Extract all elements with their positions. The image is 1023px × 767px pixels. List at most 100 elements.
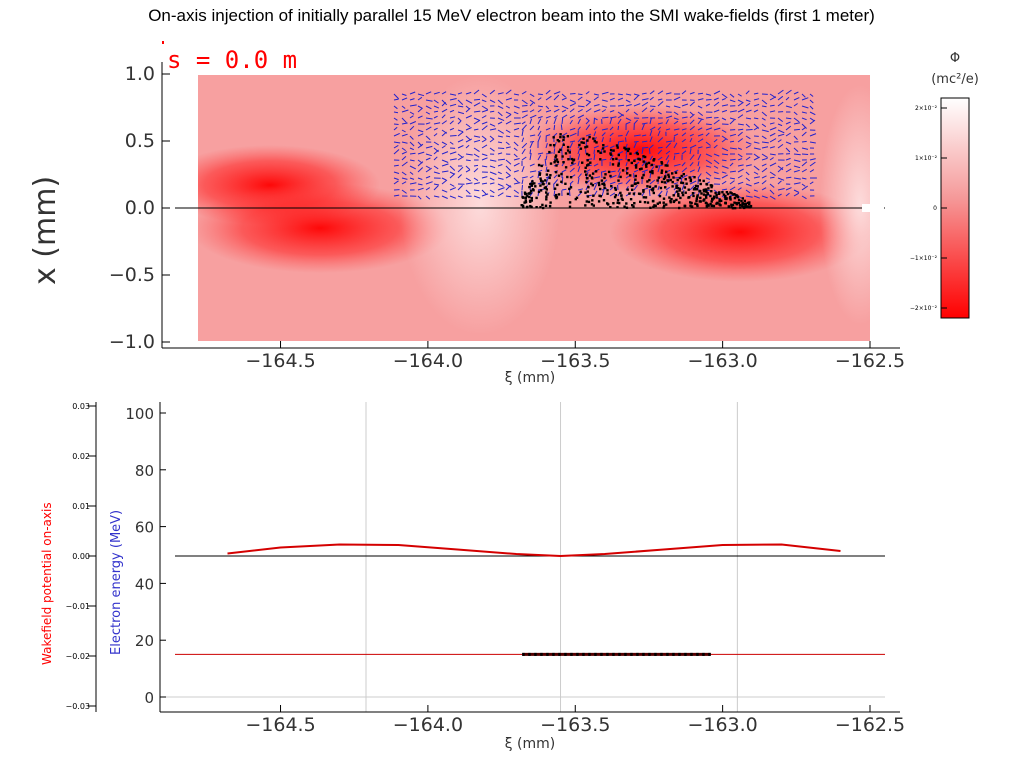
beam-particle — [718, 191, 721, 194]
beam-particle — [712, 197, 715, 200]
x-tick-label-top: −163.0 — [687, 350, 757, 372]
beam-particle — [626, 167, 629, 170]
field-vector — [657, 111, 662, 115]
beam-particle — [617, 179, 620, 182]
beam-particle — [614, 186, 617, 190]
field-vector — [425, 145, 433, 149]
beam-particle — [568, 187, 571, 191]
beam-particle — [598, 183, 601, 187]
field-vector — [449, 158, 457, 161]
field-vector — [473, 147, 480, 153]
beam-particle — [534, 185, 537, 188]
beam-particle — [602, 199, 606, 202]
beam-particle — [523, 201, 526, 204]
beam-particle — [635, 151, 639, 155]
field-vector — [545, 155, 548, 161]
field-vector — [785, 117, 792, 120]
field-vector — [529, 153, 532, 161]
field-vector — [513, 105, 520, 109]
field-vector — [713, 153, 720, 157]
field-vector — [633, 111, 639, 116]
field-vector — [401, 161, 408, 167]
field-vector — [425, 105, 432, 110]
field-vector — [673, 111, 679, 116]
beam-particle — [695, 199, 698, 203]
field-vector — [569, 142, 574, 149]
field-vector — [689, 125, 695, 131]
field-vector — [633, 94, 640, 101]
beam-particle — [581, 161, 584, 164]
beam-particle — [631, 204, 634, 207]
field-vector — [417, 151, 425, 155]
field-vector — [801, 140, 807, 143]
field-vector — [673, 105, 681, 109]
beam-particle — [593, 140, 596, 143]
field-vector — [673, 182, 679, 185]
field-vector — [489, 89, 496, 95]
field-vector — [601, 99, 608, 102]
field-vector — [625, 93, 632, 96]
beam-particle — [585, 145, 589, 148]
beam-particle — [675, 198, 678, 202]
field-vector — [544, 159, 547, 167]
field-vector — [729, 110, 737, 113]
beam-particle — [689, 201, 692, 204]
field-vector — [513, 170, 519, 173]
field-vector — [793, 97, 800, 101]
field-vector — [553, 91, 561, 95]
field-vector — [393, 117, 398, 121]
field-vector — [593, 163, 599, 167]
beam-particle — [554, 159, 557, 162]
energy-tick-label: 60 — [135, 519, 154, 537]
field-vector — [657, 90, 664, 95]
beam-particle — [646, 201, 650, 204]
field-vector — [601, 148, 603, 155]
field-vector — [761, 187, 767, 191]
field-vector — [633, 184, 638, 191]
beam-particle — [642, 189, 645, 192]
field-vector — [665, 115, 673, 119]
field-vector — [553, 190, 556, 197]
field-vector — [529, 141, 534, 149]
field-vector — [609, 116, 617, 119]
beam-particle — [678, 187, 681, 190]
field-vector — [713, 171, 719, 174]
field-vector — [433, 127, 438, 131]
beam-particle — [600, 179, 604, 182]
beam-particle — [535, 206, 538, 209]
field-vector — [577, 96, 583, 101]
field-vector — [417, 195, 422, 200]
beam-particle — [606, 189, 609, 192]
beam-particle — [690, 201, 693, 205]
field-vector — [561, 114, 568, 119]
beam-particle — [652, 191, 655, 195]
field-vector — [657, 101, 664, 107]
beam-particle — [617, 162, 620, 165]
field-vector — [689, 144, 697, 149]
beam-particle — [610, 185, 613, 188]
beam-particle — [586, 195, 590, 198]
field-vector — [401, 177, 408, 180]
field-vector — [545, 152, 553, 155]
beam-particle — [620, 197, 623, 200]
beam-particle — [696, 203, 699, 206]
field-vector — [809, 105, 814, 110]
field-vector — [753, 165, 760, 171]
field-vector — [609, 154, 614, 161]
field-vector — [449, 195, 457, 199]
beam-particle — [567, 158, 570, 161]
field-vector — [673, 133, 679, 137]
field-vector — [785, 96, 790, 101]
field-vector — [529, 125, 535, 131]
field-vector — [600, 171, 603, 179]
beam-particle — [584, 146, 587, 149]
field-vector — [577, 93, 583, 96]
field-vector — [729, 158, 736, 161]
field-vector — [497, 129, 504, 134]
field-vector — [521, 90, 527, 95]
beam-particle — [562, 138, 565, 142]
beam-particle — [683, 186, 687, 189]
beam-particle — [715, 193, 718, 197]
field-vector — [673, 169, 679, 173]
field-vector — [601, 109, 607, 113]
